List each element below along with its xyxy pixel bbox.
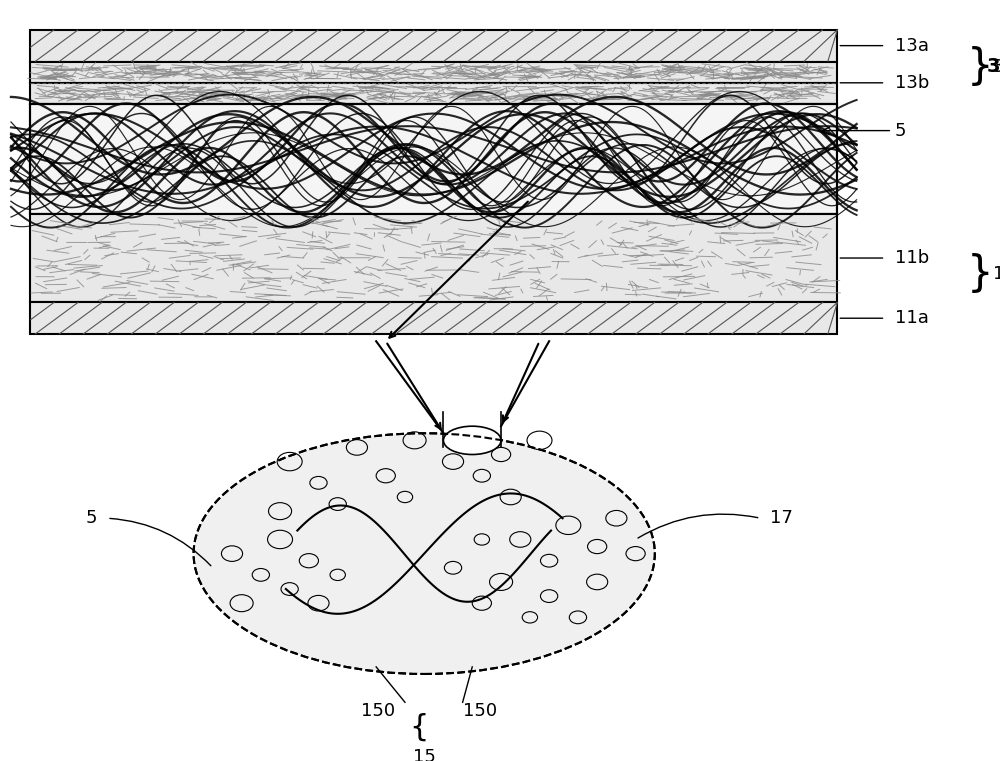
Text: 13a: 13a [895,37,929,55]
Bar [30,302,837,334]
Bar [30,62,837,83]
Text: 17: 17 [770,509,793,527]
Text: 1: 1 [993,265,1000,283]
Text: 11b: 11b [895,249,929,267]
Ellipse shape [194,433,655,674]
Bar [30,302,837,334]
Bar [30,214,837,302]
Text: 13b: 13b [895,74,929,92]
Bar [30,30,837,62]
Bar [30,62,837,83]
Bar [30,83,837,104]
Bar [30,104,837,214]
Text: 5: 5 [823,122,907,139]
Text: 3: 3 [993,58,1000,76]
Bar [30,104,837,214]
Text: {: { [410,713,429,742]
Text: 150: 150 [463,702,497,721]
Text: 3: 3 [986,57,1000,76]
Text: 5: 5 [86,509,97,527]
Bar [30,83,837,104]
Bar [30,214,837,302]
Ellipse shape [443,426,501,454]
Text: 150: 150 [361,702,395,721]
Text: 11a: 11a [895,309,929,327]
Text: }: } [967,253,994,295]
Text: }: } [967,46,994,88]
Bar [30,30,837,62]
Text: 15: 15 [413,748,436,761]
